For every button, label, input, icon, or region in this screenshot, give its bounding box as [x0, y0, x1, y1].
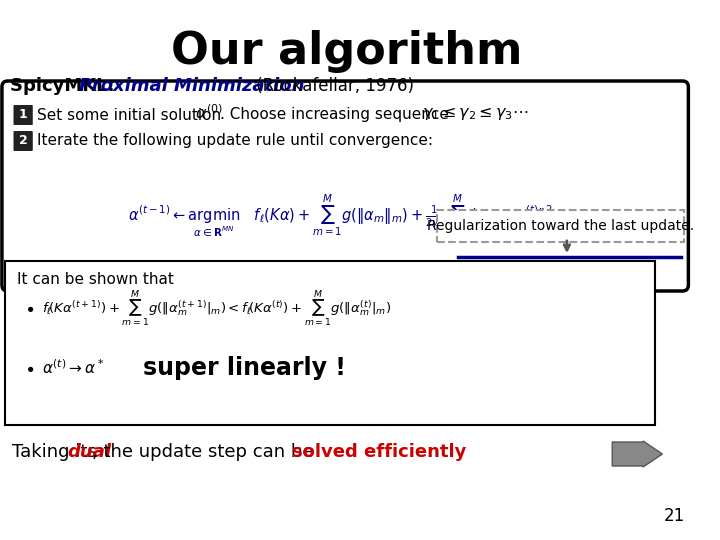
- FancyBboxPatch shape: [437, 210, 683, 242]
- Text: $\bullet$: $\bullet$: [24, 359, 35, 377]
- Text: $\gamma_1 \leq \gamma_2 \leq \gamma_3 \cdots$: $\gamma_1 \leq \gamma_2 \leq \gamma_3 \c…: [423, 105, 529, 122]
- Text: super linearly !: super linearly !: [143, 356, 346, 380]
- Text: $\alpha^{(0)}$: $\alpha^{(0)}$: [194, 104, 223, 123]
- Text: Proximal Minimization: Proximal Minimization: [79, 77, 305, 95]
- Text: 1: 1: [19, 109, 27, 122]
- Text: (Rockafellar, 1976): (Rockafellar, 1976): [251, 77, 414, 95]
- Text: 2: 2: [19, 134, 27, 147]
- FancyBboxPatch shape: [2, 81, 688, 291]
- Text: $\alpha^{(t)} \to \alpha^*$: $\alpha^{(t)} \to \alpha^*$: [42, 359, 105, 377]
- Text: Taking its: Taking its: [12, 443, 102, 461]
- Text: $f_\ell\!\left(K\alpha^{(t+1)}\right)+ \sum_{m=1}^{M} g(\|\alpha_m^{(t+1)}|_m)< : $f_\ell\!\left(K\alpha^{(t+1)}\right)+ \…: [42, 288, 392, 328]
- Text: dual: dual: [68, 443, 112, 461]
- FancyBboxPatch shape: [5, 261, 654, 425]
- FancyBboxPatch shape: [14, 131, 33, 151]
- FancyBboxPatch shape: [14, 105, 33, 125]
- Text: solved efficiently: solved efficiently: [292, 443, 467, 461]
- Text: Regularization toward the last update.: Regularization toward the last update.: [426, 219, 693, 233]
- Text: Set some initial solution: Set some initial solution: [37, 107, 221, 123]
- Text: It can be shown that: It can be shown that: [17, 272, 174, 287]
- Text: SpicyMKL:: SpicyMKL:: [9, 77, 120, 95]
- Text: Our algorithm: Our algorithm: [171, 30, 523, 73]
- FancyArrow shape: [612, 441, 662, 467]
- Text: $\bullet$: $\bullet$: [24, 299, 35, 317]
- Text: . Choose increasing sequence: . Choose increasing sequence: [220, 107, 449, 123]
- Text: 21: 21: [663, 507, 685, 525]
- Text: , the update step can be: , the update step can be: [91, 443, 319, 461]
- Text: $\alpha^{(t-1)} \leftarrow \underset{\alpha \in \mathbf{R}^{MN}}{\mathrm{argmin}: $\alpha^{(t-1)} \leftarrow \underset{\al…: [128, 192, 557, 238]
- Text: Iterate the following update rule until convergence:: Iterate the following update rule until …: [37, 133, 433, 148]
